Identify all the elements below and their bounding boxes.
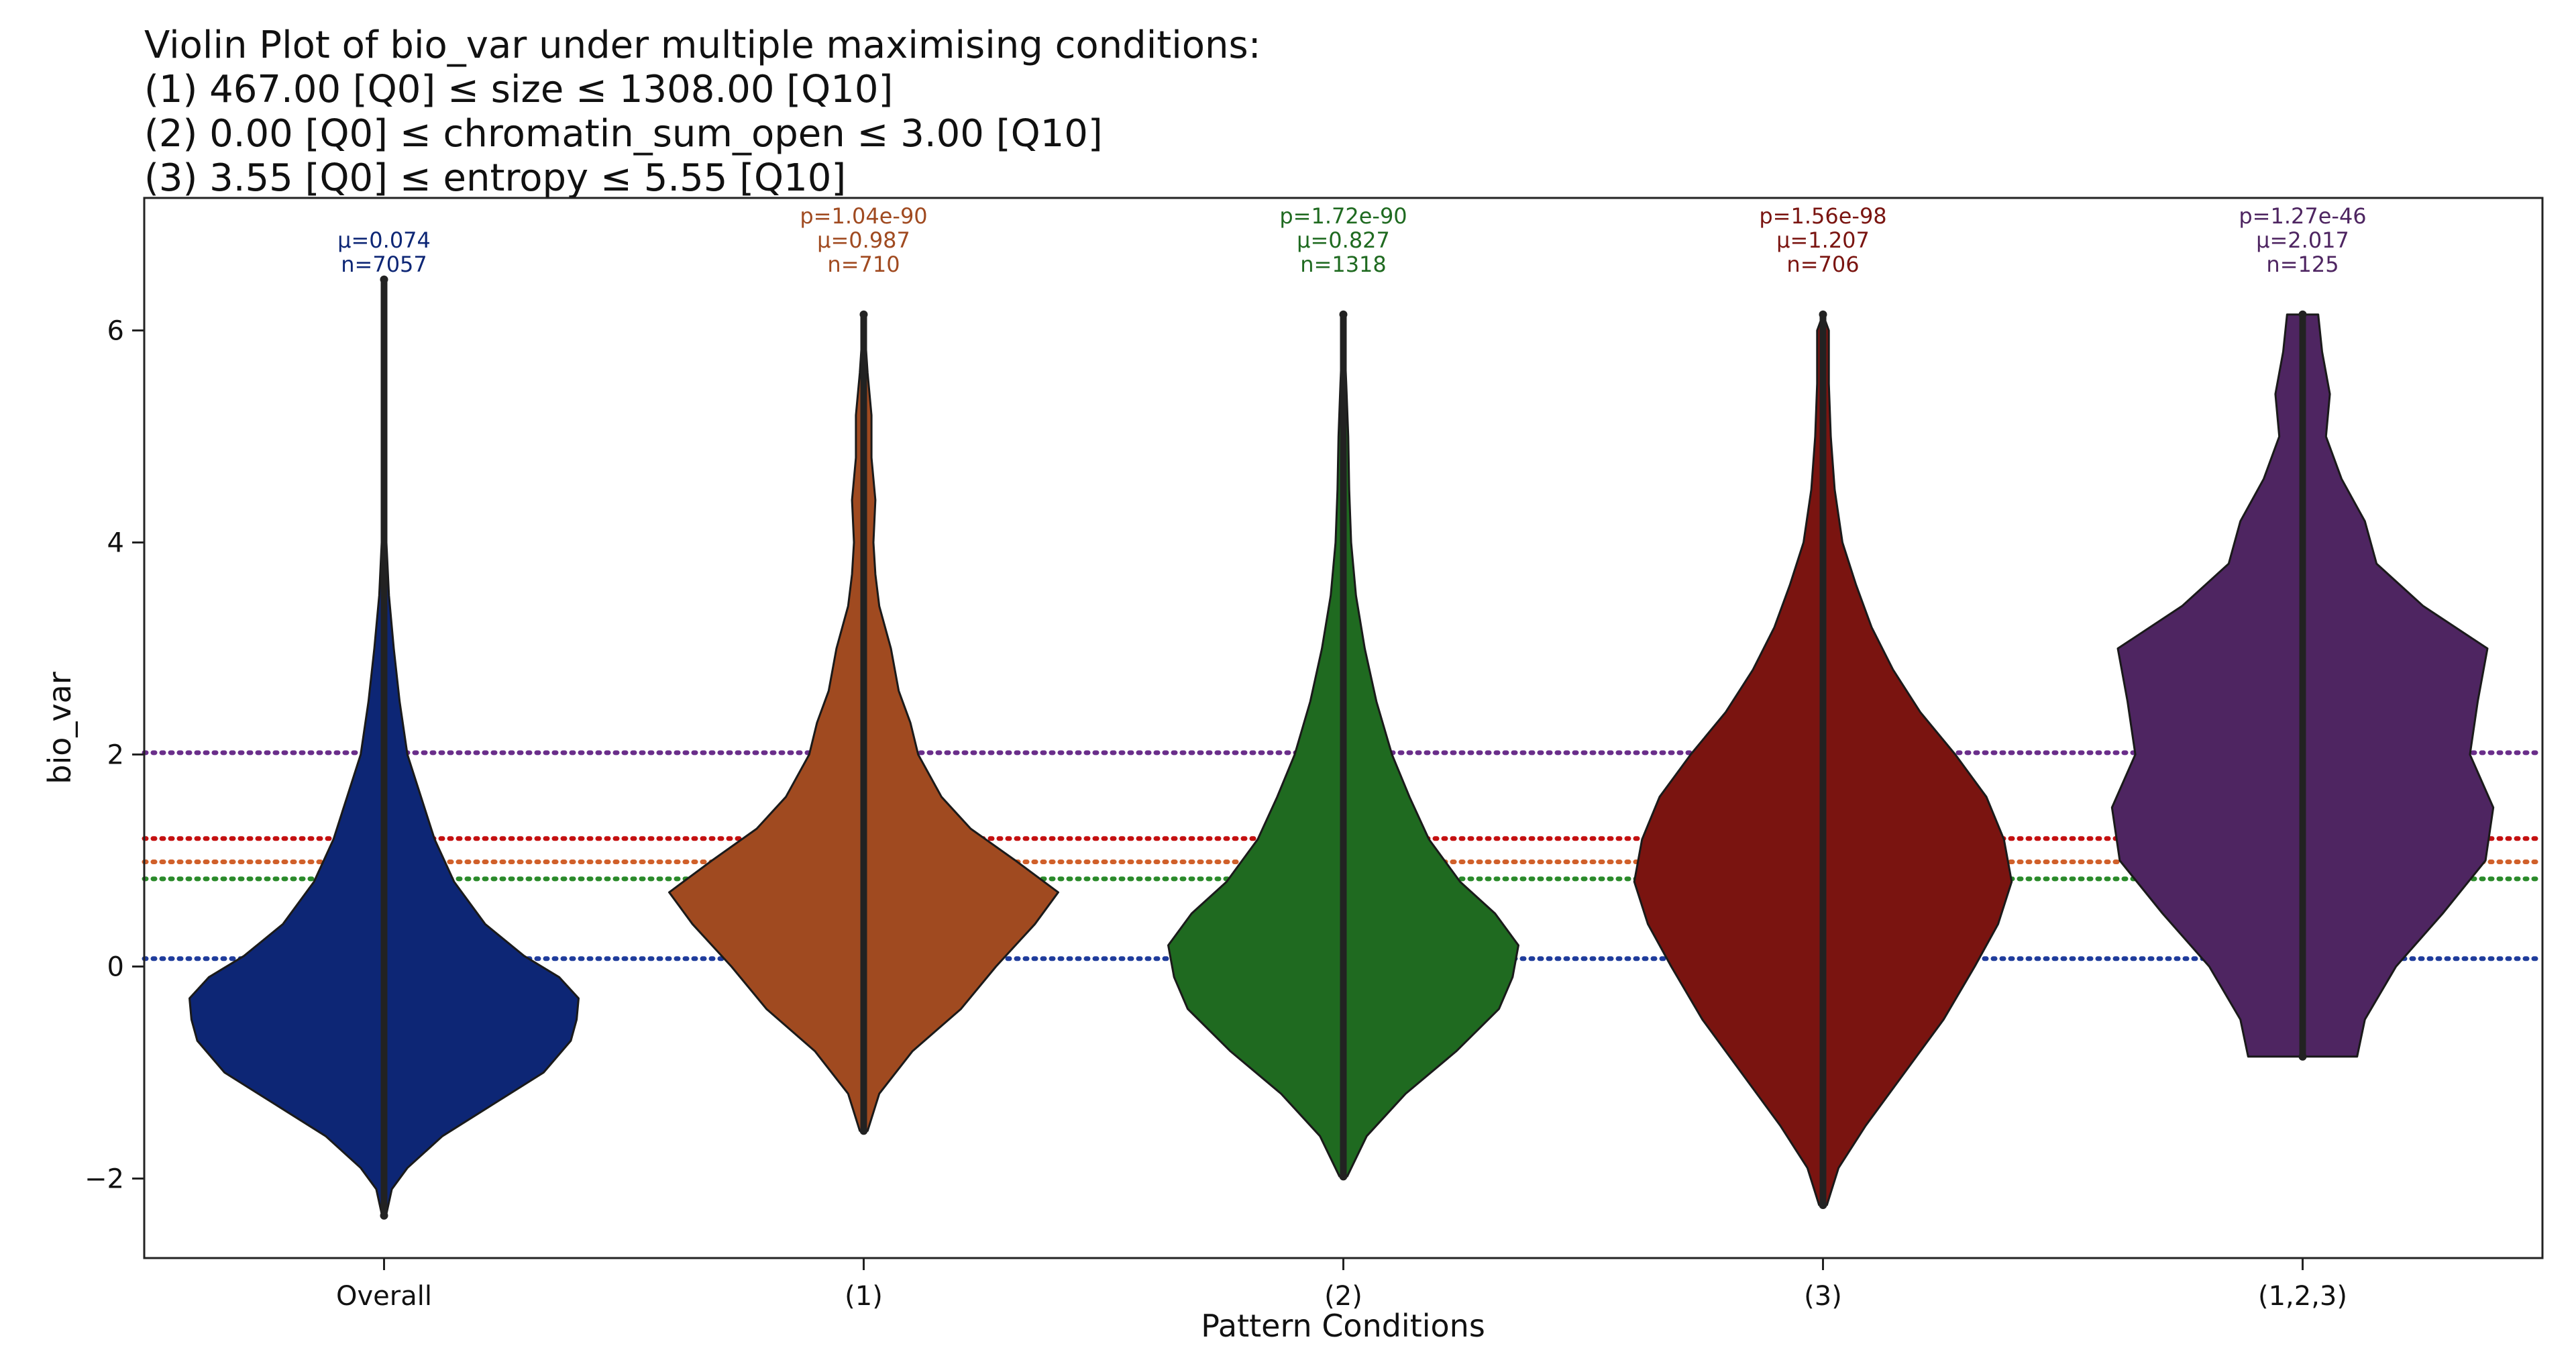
annotation-2-1: μ=0.827 bbox=[1297, 227, 1390, 253]
x-tick-label-3: (3) bbox=[1804, 1281, 1842, 1312]
title-line-4: (3) 3.55 [Q0] ≤ entropy ≤ 5.55 [Q10] bbox=[144, 156, 846, 200]
violin-min-point-4 bbox=[2298, 1052, 2307, 1061]
x-axis-label: Pattern Conditions bbox=[1201, 1308, 1485, 1344]
title-line-3: (2) 0.00 [Q0] ≤ chromatin_sum_open ≤ 3.0… bbox=[144, 112, 1103, 156]
violin-max-point-4 bbox=[2298, 310, 2307, 319]
x-tick-label-4: (1,2,3) bbox=[2258, 1281, 2347, 1312]
violin-max-point-1 bbox=[859, 310, 868, 319]
violin-min-point-1 bbox=[859, 1127, 868, 1135]
annotation-0-1: n=7057 bbox=[341, 252, 427, 277]
y-tick-label-2: 2 bbox=[107, 740, 124, 771]
title-line-1: Violin Plot of bio_var under multiple ma… bbox=[144, 23, 1261, 67]
violin-max-point-2 bbox=[1339, 310, 1348, 319]
annotation-4-2: n=125 bbox=[2266, 252, 2339, 277]
annotation-1-2: n=710 bbox=[827, 252, 900, 277]
y-tick-label-0: −2 bbox=[85, 1164, 124, 1195]
chart-title: Violin Plot of bio_var under multiple ma… bbox=[144, 23, 1261, 200]
annotation-1-0: p=1.04e-90 bbox=[800, 203, 927, 229]
y-axis-label: bio_var bbox=[42, 672, 78, 784]
annotation-3-0: p=1.56e-98 bbox=[1759, 203, 1886, 229]
annotation-2-2: n=1318 bbox=[1300, 252, 1387, 277]
violin-min-point-0 bbox=[380, 1211, 388, 1220]
annotation-4-0: p=1.27e-46 bbox=[2239, 203, 2366, 229]
x-axis: Overall (1) (2) (3) (1,2,3) bbox=[336, 1258, 2347, 1312]
y-axis: −2 0 2 4 6 bbox=[85, 316, 144, 1195]
annotation-3-1: μ=1.207 bbox=[1776, 227, 1870, 253]
x-tick-label-2: (2) bbox=[1324, 1281, 1362, 1312]
annotation-2-0: p=1.72e-90 bbox=[1279, 203, 1407, 229]
violin-max-point-0 bbox=[380, 275, 388, 284]
y-tick-label-4: 6 bbox=[107, 316, 124, 347]
violin-min-point-3 bbox=[1819, 1201, 1827, 1209]
violins bbox=[189, 275, 2495, 1220]
annotation-4-1: μ=2.017 bbox=[2256, 227, 2349, 253]
annotation-3-2: n=706 bbox=[1786, 252, 1859, 277]
x-tick-label-0: Overall bbox=[336, 1281, 432, 1312]
violin-min-point-2 bbox=[1339, 1172, 1348, 1181]
x-tick-label-1: (1) bbox=[845, 1281, 883, 1312]
annotation-0-0: μ=0.074 bbox=[337, 227, 431, 253]
y-tick-label-3: 4 bbox=[107, 528, 124, 559]
y-tick-label-1: 0 bbox=[107, 952, 124, 983]
violin-max-point-3 bbox=[1819, 310, 1827, 319]
annotation-1-1: μ=0.987 bbox=[817, 227, 910, 253]
title-line-2: (1) 467.00 [Q0] ≤ size ≤ 1308.00 [Q10] bbox=[144, 68, 893, 111]
